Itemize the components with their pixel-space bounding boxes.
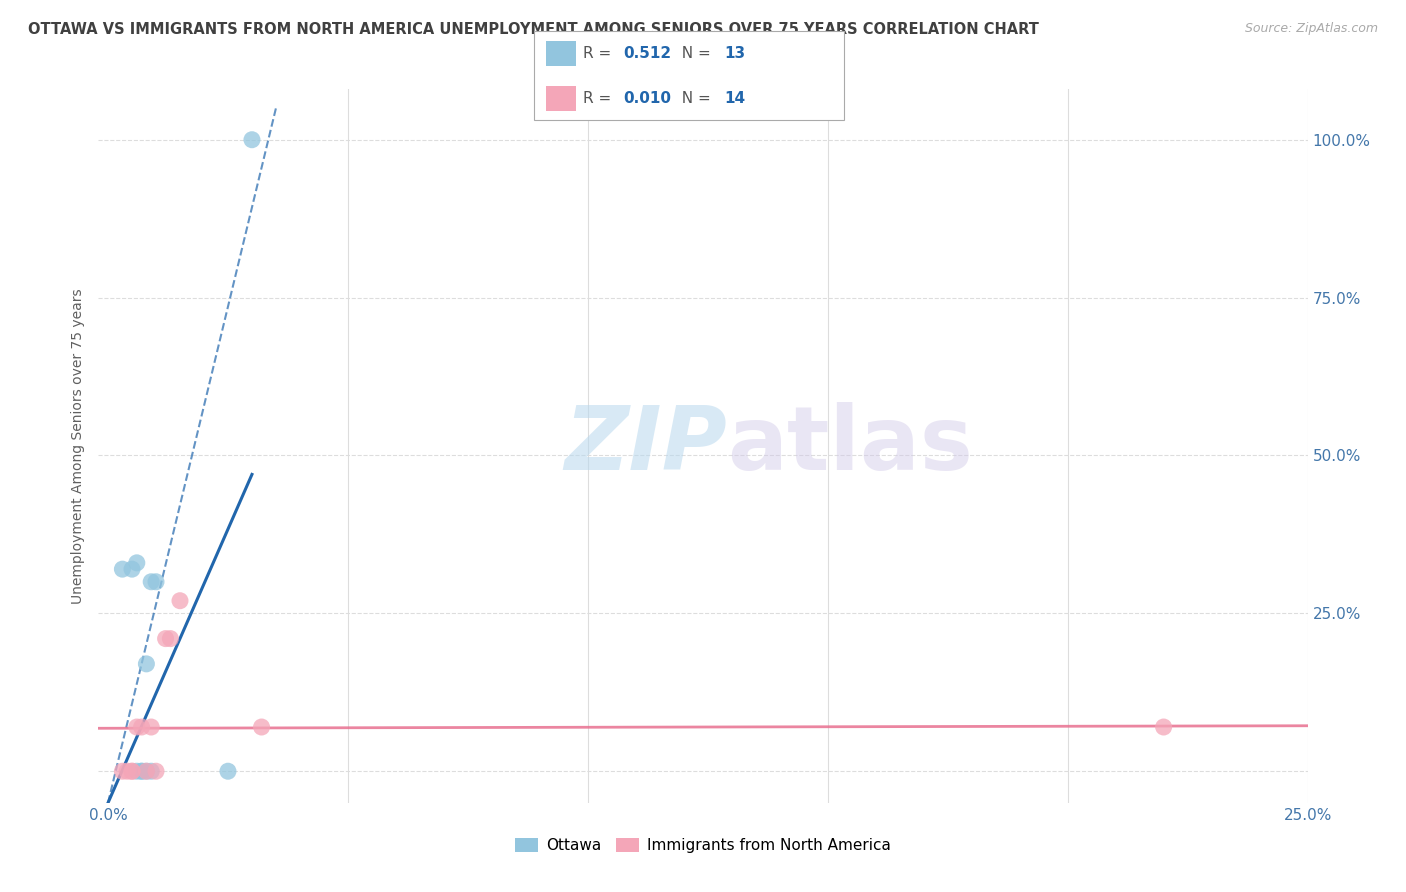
- Text: OTTAWA VS IMMIGRANTS FROM NORTH AMERICA UNEMPLOYMENT AMONG SENIORS OVER 75 YEARS: OTTAWA VS IMMIGRANTS FROM NORTH AMERICA …: [28, 22, 1039, 37]
- Point: [131, 764, 153, 779]
- Point: [111, 764, 134, 779]
- Text: 0.010: 0.010: [623, 91, 671, 105]
- Point: [240, 133, 263, 147]
- Point: [250, 720, 273, 734]
- Text: atlas: atlas: [727, 402, 973, 490]
- Point: [145, 764, 167, 779]
- Point: [135, 764, 157, 779]
- Point: [169, 593, 191, 607]
- Point: [111, 562, 134, 576]
- Point: [159, 632, 181, 646]
- Point: [131, 720, 153, 734]
- Point: [125, 720, 148, 734]
- Text: 0.512: 0.512: [623, 46, 671, 61]
- Text: R =: R =: [583, 91, 617, 105]
- Legend: Ottawa, Immigrants from North America: Ottawa, Immigrants from North America: [509, 832, 897, 859]
- Point: [145, 574, 167, 589]
- Point: [121, 764, 143, 779]
- Point: [121, 764, 143, 779]
- Point: [125, 556, 148, 570]
- Point: [141, 720, 163, 734]
- Point: [141, 574, 163, 589]
- Point: [1153, 720, 1175, 734]
- Text: N =: N =: [672, 46, 716, 61]
- Text: R =: R =: [583, 46, 617, 61]
- Point: [217, 764, 239, 779]
- Text: ZIP: ZIP: [564, 402, 727, 490]
- Text: 14: 14: [724, 91, 745, 105]
- Y-axis label: Unemployment Among Seniors over 75 years: Unemployment Among Seniors over 75 years: [72, 288, 86, 604]
- Point: [115, 764, 138, 779]
- Text: 13: 13: [724, 46, 745, 61]
- Text: N =: N =: [672, 91, 716, 105]
- Point: [121, 562, 143, 576]
- Point: [135, 764, 157, 779]
- Point: [125, 764, 148, 779]
- Point: [141, 764, 163, 779]
- Point: [131, 764, 153, 779]
- Text: Source: ZipAtlas.com: Source: ZipAtlas.com: [1244, 22, 1378, 36]
- Point: [135, 657, 157, 671]
- Point: [155, 632, 177, 646]
